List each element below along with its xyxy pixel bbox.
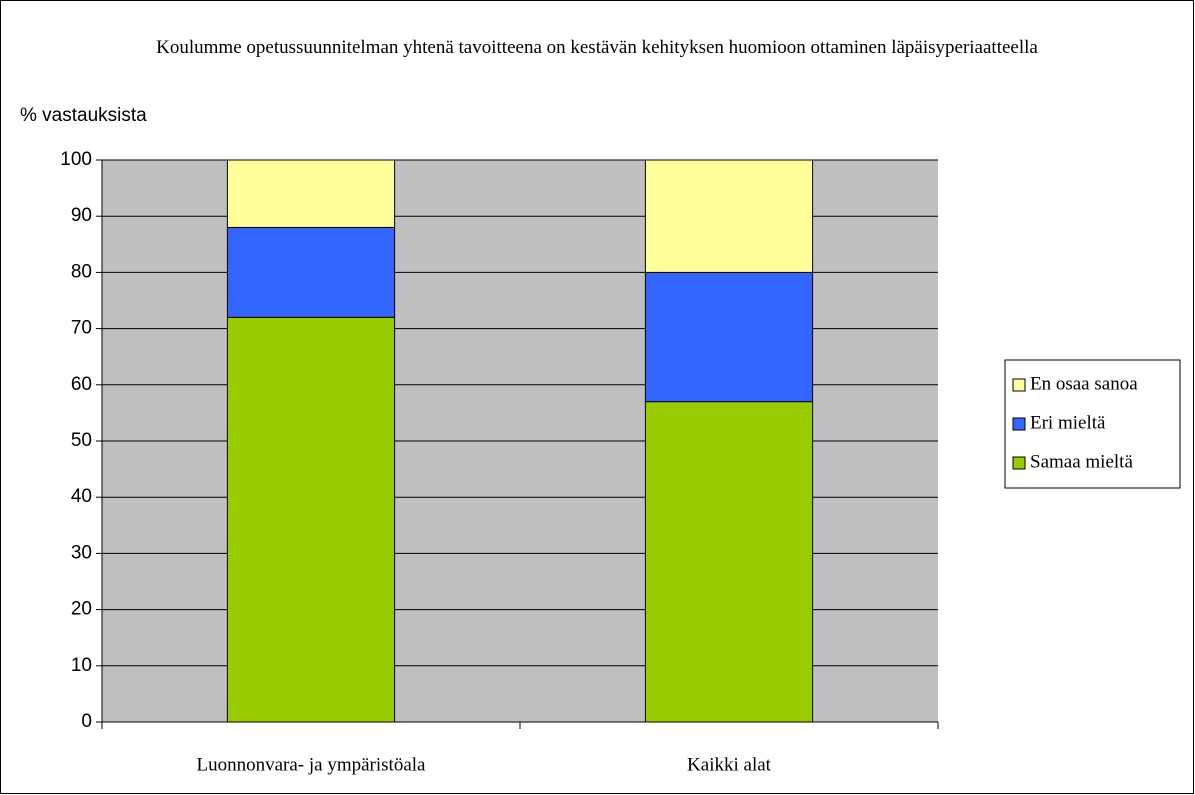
legend-swatch — [1012, 417, 1026, 431]
legend-swatch — [1012, 456, 1026, 470]
legend-label: En osaa sanoa — [1030, 373, 1138, 394]
y-tick-label: 10 — [71, 655, 92, 676]
x-tick-label: Luonnonvara- ja ympäristöala — [197, 754, 427, 775]
legend-box — [1004, 359, 1181, 489]
chart-title: Koulumme opetussuunnitelman yhtenä tavoi… — [156, 37, 1038, 58]
legend-swatch — [1012, 378, 1026, 392]
y-axis-label: % vastauksista — [20, 105, 147, 126]
x-tick-label: Kaikki alat — [687, 754, 772, 775]
legend-label: Eri mieltä — [1030, 412, 1106, 433]
bar-segment — [226, 226, 396, 318]
y-tick-label: 50 — [71, 430, 92, 451]
y-tick-label: 90 — [71, 205, 92, 226]
y-tick-label: 20 — [71, 599, 92, 620]
bar-segment — [644, 401, 814, 723]
y-tick-label: 30 — [71, 542, 92, 563]
bar-segment — [226, 316, 396, 723]
y-tick-label: 80 — [71, 261, 92, 282]
bar-segment — [644, 271, 814, 403]
y-tick-label: 0 — [81, 711, 92, 732]
bar-segment — [644, 159, 814, 273]
y-tick-label: 100 — [60, 149, 92, 170]
bar-segment — [226, 159, 396, 228]
y-tick-label: 40 — [71, 486, 92, 507]
y-tick-label: 60 — [71, 374, 92, 395]
y-tick-label: 70 — [71, 318, 92, 339]
legend-label: Samaa mieltä — [1030, 451, 1133, 472]
